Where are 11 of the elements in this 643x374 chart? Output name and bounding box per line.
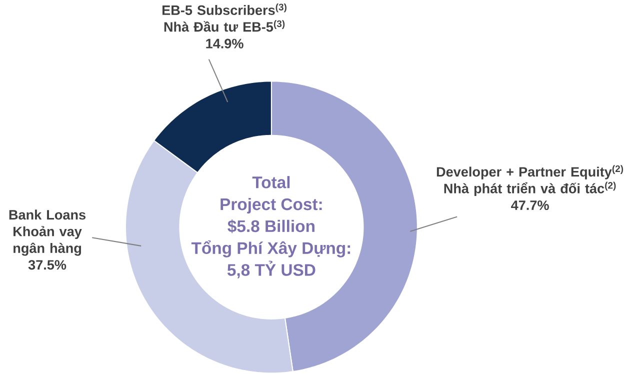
slice-label: EB-5 Subscribers$^{(3)}$ Nhà Đầu tư EB-5$^{(3)}$ <box>162 4 286 32</box>
text: Total <box>252 176 290 188</box>
slice-label: Bank Loans Khoản vay ngân hàng <box>9 210 86 256</box>
text: Project Cost: <box>220 198 322 214</box>
data-label: 47.7% <box>511 200 549 210</box>
category-label: Developer + Partner Equity$^{(2)}$ Nhà phát triển và đối tác$^{(2)}$ <box>436 165 624 196</box>
data-label: 14.9% <box>206 38 244 49</box>
text: Tổng Phí Xây Dựng: <box>191 240 350 258</box>
text: $5.8 Billion <box>228 220 314 234</box>
text: 5,8 TỶ USD <box>227 260 316 278</box>
data-label: 37.5% <box>28 260 66 270</box>
